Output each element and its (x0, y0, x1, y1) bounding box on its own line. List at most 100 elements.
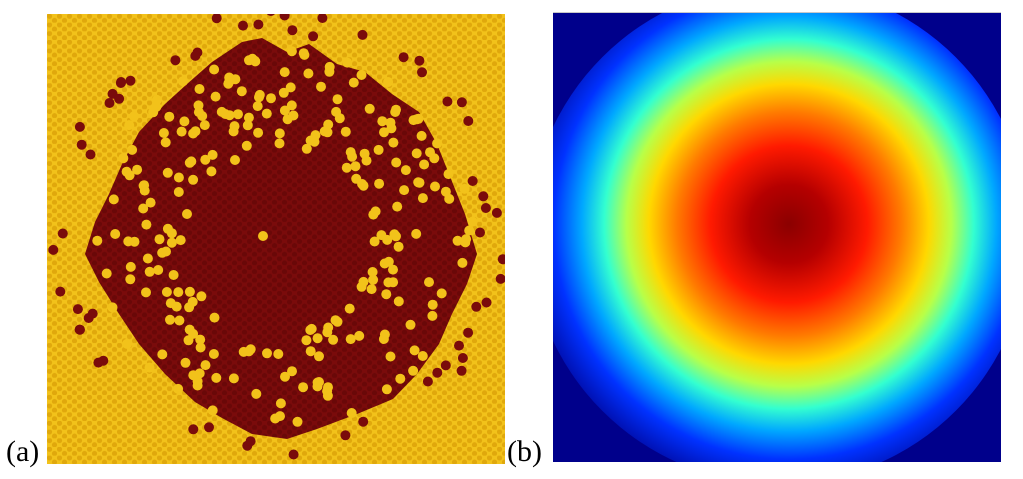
cluster-speck (398, 52, 409, 63)
cluster-speck (279, 14, 290, 21)
cluster-speck (432, 367, 443, 378)
lattice-hole (129, 111, 139, 122)
lattice-hole (238, 346, 249, 357)
lattice-hole (195, 334, 206, 345)
lattice-hole (377, 116, 388, 127)
lattice-hole (207, 149, 218, 160)
lattice-hole (409, 345, 420, 356)
lattice-hole (200, 154, 211, 165)
lattice-hole (388, 137, 399, 148)
lattice-hole (141, 219, 152, 230)
cluster-speck (125, 75, 136, 86)
lattice-hole (138, 203, 149, 214)
lattice-hole (298, 48, 309, 59)
lattice-hole (127, 144, 138, 155)
heatmap-image (553, 12, 1001, 462)
lattice-hole (393, 241, 404, 252)
cluster-speck (75, 324, 85, 335)
lattice-hole (310, 130, 321, 141)
cluster-speck (266, 14, 275, 16)
lattice-hole (432, 138, 443, 149)
lattice-hole (411, 148, 422, 159)
lattice-hole (233, 109, 243, 120)
lattice-hole (356, 281, 367, 292)
cluster-speck (456, 365, 467, 376)
lattice-hole (322, 327, 333, 338)
lattice-hole (340, 126, 351, 137)
cluster-speck (87, 308, 98, 319)
lattice-hole (224, 110, 235, 121)
cluster-speck (72, 304, 83, 315)
lattice-hole (416, 130, 427, 141)
lattice-hole (279, 105, 290, 116)
lattice-hole (195, 342, 206, 353)
lattice-hole (207, 405, 218, 416)
lattice-hole (142, 253, 153, 264)
lattice-hole (354, 330, 365, 341)
lattice-hole (125, 261, 136, 272)
lattice-hole (467, 216, 478, 227)
lattice-hole (278, 87, 289, 98)
lattice-hole (178, 76, 188, 87)
lattice-hole (261, 108, 272, 119)
lattice-hole (230, 155, 240, 165)
cluster-speck (480, 203, 491, 213)
lattice-hole (236, 86, 247, 97)
lattice-hole (252, 101, 263, 112)
lattice-hole (254, 92, 264, 103)
lattice-hole (408, 365, 419, 376)
lattice-hole (323, 119, 334, 130)
lattice-hole (443, 169, 454, 180)
lattice-hole (132, 164, 143, 175)
cluster-speck (463, 327, 474, 338)
cluster-speck (317, 14, 328, 23)
lattice-hole (346, 408, 357, 418)
lattice-hole (298, 382, 309, 393)
lattice-hole (373, 144, 384, 155)
lattice-hole (165, 298, 176, 309)
cluster-speck (340, 430, 351, 441)
cluster-speck (57, 228, 68, 239)
lattice-hole (165, 314, 175, 325)
panel-label-b: (b) (507, 435, 542, 468)
lattice-hole (124, 120, 135, 131)
heatmap-svg (553, 12, 1001, 462)
lattice-hole (101, 268, 112, 279)
cluster-speck (170, 55, 181, 66)
lattice-hole (342, 57, 353, 68)
lattice-hole (166, 228, 177, 239)
lattice-hole (160, 137, 171, 148)
cluster-speck (76, 139, 87, 150)
lattice-svg (47, 14, 505, 464)
lattice-hole (161, 287, 172, 297)
cluster-speck (190, 50, 201, 61)
lattice-hole (405, 319, 416, 330)
lattice-hole (139, 185, 150, 196)
lattice-hole (301, 335, 312, 346)
lattice-hole (129, 236, 140, 247)
lattice-hole (184, 286, 195, 297)
lattice-hole (175, 235, 186, 246)
lattice-hole (395, 373, 406, 384)
lattice-hole (292, 416, 303, 427)
lattice-hole (399, 185, 410, 196)
cluster-speck (497, 254, 505, 265)
lattice-hole (121, 166, 132, 177)
cluster-specks (48, 14, 505, 460)
cluster-speck (495, 273, 505, 284)
lattice-hole (370, 206, 381, 217)
lattice-hole (158, 128, 169, 138)
lattice-hole (274, 138, 285, 149)
lattice-hole (430, 181, 440, 192)
lattice-hole (166, 237, 177, 248)
lattice-hole (288, 110, 299, 121)
lattice-hole (306, 323, 317, 334)
lattice-hole (411, 228, 422, 239)
lattice-hole (464, 225, 475, 236)
lattice-hole (279, 67, 290, 78)
lattice-hole (417, 351, 428, 361)
lattice-hole (359, 148, 370, 159)
lattice-hole (391, 104, 401, 115)
lattice-hole (459, 183, 470, 194)
lattice-hole (262, 348, 272, 359)
